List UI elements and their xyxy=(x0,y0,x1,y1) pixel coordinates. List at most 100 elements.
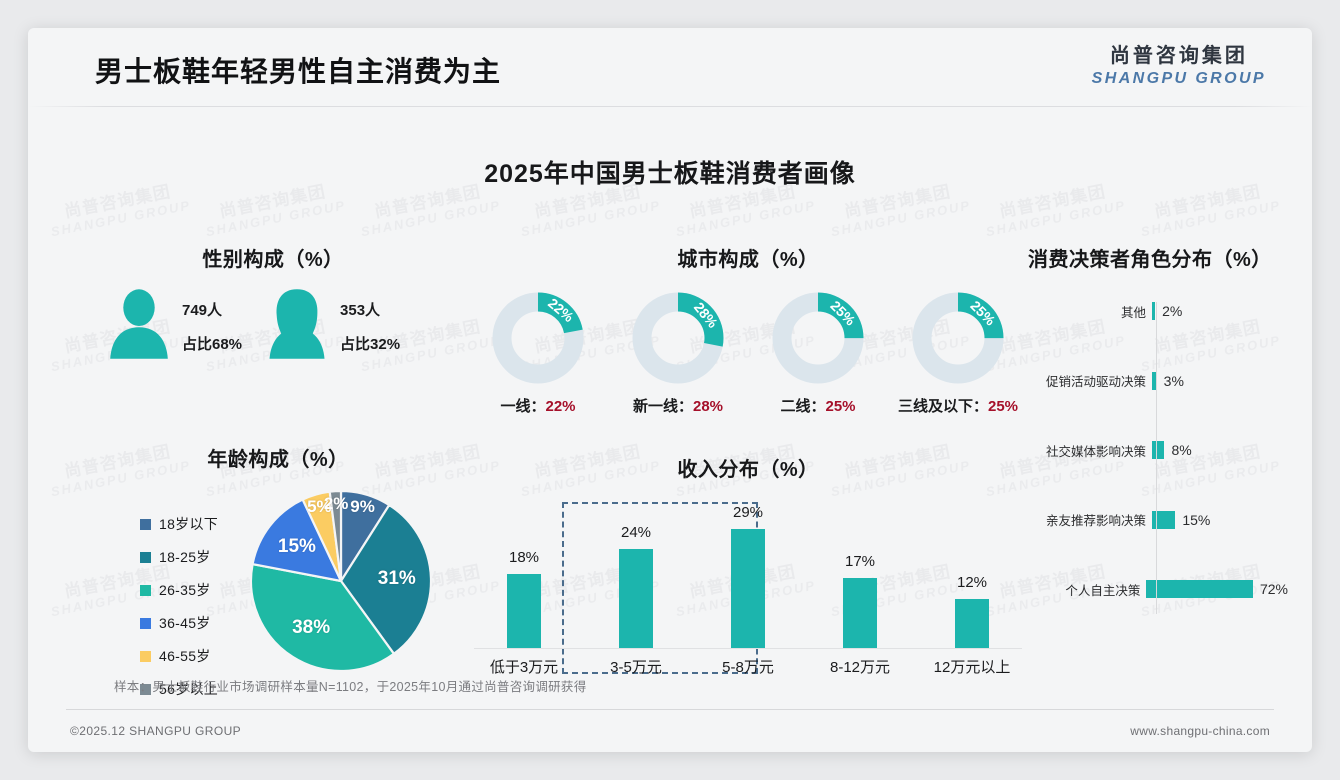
age-pie-chart: 9% 31% 38% 15% 5% 2% xyxy=(248,488,434,674)
decision-row: 其他 2% xyxy=(1028,300,1288,322)
income-bar-value: 29% xyxy=(732,503,764,521)
decision-bar xyxy=(1146,580,1253,598)
income-bar xyxy=(731,528,765,648)
income-category-labels: 低于3万元 3-5万元 5-8万元 8-12万元 12万元以上 xyxy=(468,656,1028,677)
legend-swatch xyxy=(140,617,151,629)
income-bar xyxy=(843,578,877,648)
slide-footer: ©2025.12 SHANGPU GROUP www.shangpu-china… xyxy=(28,718,1312,752)
decision-value: 8% xyxy=(1171,442,1192,458)
decision-row: 社交媒体影响决策 8% xyxy=(1028,439,1288,461)
pie-slice xyxy=(339,503,433,656)
age-title: 年龄构成（%） xyxy=(207,449,349,471)
decision-panel: 消费决策者角色分布（%） 其他 2% 促销活动驱动决策 3% 社交媒体影响决策 8% 亲友推… xyxy=(1028,243,1288,620)
chart-main-title: 2025年中国男士板鞋消费者画像 xyxy=(484,160,856,188)
income-bar-column: 12% xyxy=(916,496,1028,648)
income-title: 收入分布（%） xyxy=(677,459,819,481)
legend-label: 56岁以上 xyxy=(159,681,219,697)
decision-bar xyxy=(1152,302,1156,320)
legend-label: 18岁以下 xyxy=(159,516,219,532)
website-link[interactable]: www.shangpu-china.com xyxy=(1130,724,1270,738)
donut-caption: 新一线：28% xyxy=(632,398,724,415)
income-bar-column: 29% xyxy=(692,496,804,648)
decision-label: 个人自主决策 xyxy=(1065,583,1141,598)
gender-figures: 353人占比32% xyxy=(340,299,400,354)
income-bar xyxy=(507,573,541,648)
pie-slice xyxy=(328,489,343,582)
decision-rows: 其他 2% 促销活动驱动决策 3% 社交媒体影响决策 8% 亲友推荐影响决策 15% 个人自主决… xyxy=(1028,300,1288,600)
city-donut-cell: 25% 三线及以下：25% xyxy=(894,290,1022,416)
gender-count: 749人 xyxy=(182,302,223,319)
decision-label: 亲友推荐影响决策 xyxy=(1045,514,1146,528)
logo-chinese-text: 尚普咨询集团 xyxy=(1109,45,1248,67)
donut-caption: 三线及以下：25% xyxy=(897,398,1019,415)
decision-label: 促销活动驱动决策 xyxy=(1045,375,1146,389)
income-category-label: 12万元以上 xyxy=(933,659,1011,676)
age-legend-item: 18岁以下 xyxy=(140,514,218,534)
donut-caption: 二线：25% xyxy=(780,398,856,415)
decision-title: 消费决策者角色分布（%） xyxy=(1028,249,1272,271)
donut-chart: 25% xyxy=(770,290,866,386)
slide-header: 男士板鞋年轻男性自主消费为主 尚普咨询集团 SHANGPU GROUP xyxy=(28,28,1312,106)
income-category-label: 5-8万元 xyxy=(722,659,774,676)
pie-slice xyxy=(251,498,343,583)
decision-value: 72% xyxy=(1259,581,1288,597)
gender-panel: 性别构成（%） 749人占比68% 353人占比32% xyxy=(98,243,448,365)
gender-share: 占比32% xyxy=(340,336,401,353)
age-legend-item: 36-45岁 xyxy=(140,613,218,633)
income-category-label: 低于3万元 xyxy=(489,659,559,676)
legend-swatch xyxy=(140,584,151,596)
decision-label: 社交媒体影响决策 xyxy=(1045,444,1146,459)
income-bar xyxy=(619,549,653,648)
gender-count: 353人 xyxy=(340,302,381,319)
legend-label: 26-35岁 xyxy=(159,582,211,598)
decision-axis-line xyxy=(1156,302,1157,614)
city-donut-cell: 28% 新一线：28% xyxy=(614,290,742,416)
copyright-text: ©2025.12 SHANGPU GROUP xyxy=(70,724,242,738)
age-legend-item: 46-55岁 xyxy=(140,646,218,666)
decision-value: 2% xyxy=(1162,303,1183,319)
sample-footnote: 样本：男士板鞋行业市场调研样本量N=1102，于2025年10月通过尚普咨询调研… xyxy=(114,680,587,694)
page-title: 男士板鞋年轻男性自主消费为主 xyxy=(95,56,502,87)
pie-slice-label: 38% xyxy=(292,617,331,639)
income-panel: 收入分布（%） 18% 24% 29% 17% 12% 低于3万元 3-5万元 5-8万元 8… xyxy=(468,453,1028,681)
male-avatar-icon xyxy=(106,288,172,365)
female-avatar-icon xyxy=(264,288,330,365)
income-bar xyxy=(955,598,989,648)
gender-share: 占比68% xyxy=(182,336,243,353)
gender-title: 性别构成（%） xyxy=(202,249,344,271)
legend-swatch xyxy=(140,683,151,695)
income-bar-column: 24% xyxy=(580,496,692,648)
income-baseline xyxy=(474,648,1022,649)
age-legend-item: 26-35岁 xyxy=(140,580,218,600)
gender-row: 749人占比68% 353人占比32% xyxy=(98,288,448,365)
decision-row: 个人自主决策 72% xyxy=(1028,578,1288,600)
legend-label: 18-25岁 xyxy=(159,549,211,565)
income-bars: 18% 24% 29% 17% 12% xyxy=(468,496,1028,648)
legend-swatch xyxy=(140,551,151,563)
pie-slice-label: 31% xyxy=(377,568,416,590)
pie-slice-label: 15% xyxy=(277,535,316,557)
header-divider xyxy=(28,106,1312,107)
city-donut-row: 22% 一线：22% 28% 新一线：28% 25% 二线：25% 25% 三线及以下：25% xyxy=(468,290,1028,416)
legend-swatch xyxy=(140,650,151,662)
city-panel: 城市构成（%） 22% 一线：22% 28% 新一线：28% 25% 二线：25% 25% 三… xyxy=(468,243,1028,416)
income-bar-value: 18% xyxy=(508,548,540,566)
gender-female-cell: 353人占比32% xyxy=(264,288,400,365)
age-panel: 年龄构成（%） 18岁以下 18-25岁 26-35岁 36-45岁 46-55岁 56岁… xyxy=(98,443,458,697)
decision-bar xyxy=(1152,441,1165,459)
legend-label: 46-55岁 xyxy=(159,648,211,664)
slide-page: 尚普咨询集团 SHANGPU GROUP 尚普咨询集团 SHANGPU GROUP 尚普… xyxy=(28,28,1312,752)
income-bar-column: 17% xyxy=(804,496,916,648)
age-legend-item: 56岁以上 xyxy=(140,679,218,699)
decision-chart-body: 其他 2% 促销活动驱动决策 3% 社交媒体影响决策 8% 亲友推荐影响决策 15% 个人自主决… xyxy=(1028,290,1288,620)
income-bar-column: 18% xyxy=(468,496,580,648)
decision-bar xyxy=(1152,371,1157,390)
logo-english-text: SHANGPU GROUP xyxy=(1091,70,1266,87)
age-legend-item: 18-25岁 xyxy=(140,547,218,567)
decision-row: 促销活动驱动决策 3% xyxy=(1028,370,1288,392)
pie-slice xyxy=(249,562,396,673)
decision-value: 15% xyxy=(1182,511,1211,528)
legend-swatch xyxy=(140,518,151,530)
legend-label: 36-45岁 xyxy=(159,615,211,631)
income-bar-value: 24% xyxy=(620,524,652,542)
